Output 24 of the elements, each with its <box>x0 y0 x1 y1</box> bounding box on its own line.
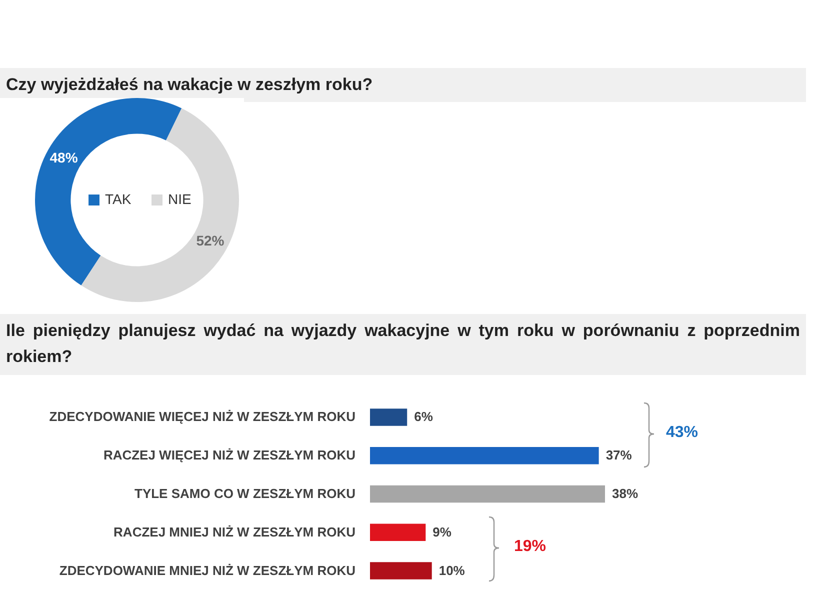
y-tick-label: RACZEJ MNIEJ NIŻ W ZESZŁYM ROKU <box>114 524 356 540</box>
y-tick-label: ZDECYDOWANIE MNIEJ NIŻ W ZESZŁYM ROKU <box>59 562 356 578</box>
bar <box>370 524 426 542</box>
y-tick-label: TYLE SAMO CO W ZESZŁYM ROKU <box>134 486 356 501</box>
data-label: 9% <box>432 524 452 540</box>
bar <box>370 485 605 503</box>
chart-title: Ile pieniędzy planujesz wydać na wyjazdy wakacyjne w tym roku w porównaniu z poprzednim rokiem? <box>0 314 806 375</box>
y-tick-label: RACZEJ WIĘCEJ NIŻ W ZESZŁYM ROKU <box>103 448 356 463</box>
legend-label: TAK <box>105 191 132 207</box>
bar <box>370 562 432 580</box>
data-label: 37% <box>606 448 632 463</box>
bar <box>370 408 408 426</box>
text: 43% <box>666 424 698 442</box>
data-label: 48% <box>50 150 78 166</box>
data-label: 38% <box>612 486 638 501</box>
data-label: 10% <box>438 562 466 578</box>
chart-title: Czy wyjeżdżałeś na wakacje w zeszłym roku? <box>0 68 806 102</box>
y-tick-label: ZDECYDOWANIE WIĘCEJ NIŻ W ZESZŁYM ROKU <box>49 409 356 424</box>
data-label: 52% <box>196 232 225 248</box>
donut-slice <box>81 108 239 302</box>
data-label: 6% <box>414 409 434 424</box>
bar <box>370 446 599 464</box>
annotation: 19% <box>514 538 546 556</box>
legend-label: NIE <box>168 191 192 207</box>
